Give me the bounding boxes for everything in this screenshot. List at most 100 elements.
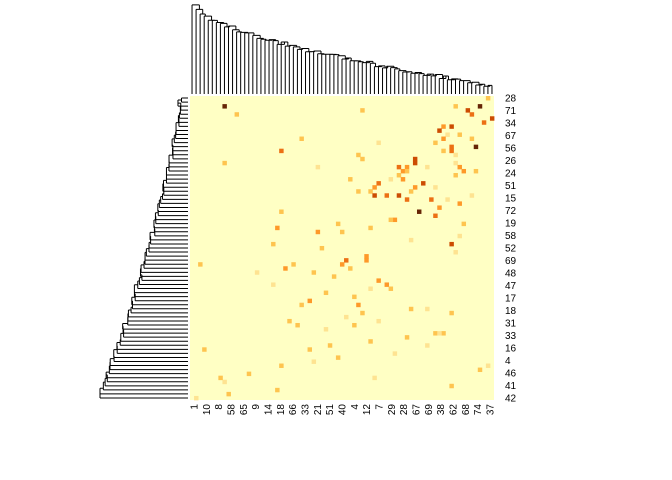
heatmap-cell (408, 189, 414, 194)
heatmap-cell (421, 181, 426, 186)
heatmap-cell (307, 347, 312, 352)
heatmap-cell (234, 112, 240, 117)
heatmap-cell (222, 379, 227, 385)
row-label: 19 (505, 219, 517, 230)
heatmap-cell (194, 395, 199, 401)
heatmap-cell (315, 229, 321, 235)
heatmap-cell (299, 302, 304, 308)
column-label: 9 (251, 404, 262, 410)
heatmap-cell (352, 294, 357, 300)
heatmap-cell (202, 347, 207, 352)
heatmap-cell (279, 363, 284, 368)
heatmap-cell (364, 258, 369, 263)
column-label: 37 (486, 404, 497, 416)
heatmap-cell (360, 108, 365, 113)
heatmap-cell (246, 371, 252, 377)
heatmap-cell (356, 302, 361, 308)
heatmap-cell (356, 152, 361, 158)
heatmap-cell (469, 136, 475, 141)
heatmap-cell (473, 168, 479, 174)
row-label: 72 (505, 206, 517, 217)
column-label: 29 (387, 404, 398, 416)
column-label: 66 (288, 404, 299, 416)
heatmap-cell (429, 197, 434, 202)
heatmap-cell (453, 160, 458, 166)
heatmap-cell (457, 201, 462, 206)
heatmap-cell (271, 282, 276, 287)
heatmap-cell (279, 148, 284, 154)
heatmap-cell (449, 310, 454, 316)
heatmap-cell (368, 225, 373, 231)
column-label: 18 (276, 404, 287, 416)
heatmap-cell (356, 189, 361, 194)
heatmap-cell (461, 221, 467, 227)
heatmap-cell (323, 290, 329, 296)
heatmap-cell (396, 193, 402, 198)
heatmap-cell (457, 164, 462, 170)
heatmap-cell (453, 250, 458, 255)
heatmap-cell (226, 391, 231, 397)
row-label: 69 (505, 256, 517, 267)
heatmap-cell (396, 173, 402, 178)
column-label: 28 (399, 404, 410, 416)
heatmap-cell (291, 262, 296, 267)
column-dendrogram-branches (191, 4, 493, 94)
row-label: 71 (505, 106, 517, 117)
heatmap-cell (198, 262, 203, 267)
heatmap-cell (449, 241, 454, 247)
row-label: 26 (505, 156, 517, 167)
heatmap-cell (425, 343, 430, 348)
heatmap-cell (469, 112, 475, 117)
column-label: 68 (461, 404, 472, 416)
heatmap-cell (404, 168, 410, 174)
heatmap-cell (388, 177, 394, 182)
heatmap-cell (275, 387, 280, 393)
heatmap-cell (388, 286, 394, 291)
heatmap-cell (449, 124, 454, 129)
heatmap-background (190, 96, 494, 400)
column-label: 69 (424, 404, 435, 416)
heatmap-cell (473, 144, 479, 150)
row-label: 24 (505, 169, 517, 180)
row-label: 18 (505, 306, 517, 317)
heatmap-cell (392, 351, 398, 356)
heatmap-cell (384, 282, 390, 287)
heatmap-cell (275, 225, 280, 231)
heatmap-cell (299, 136, 304, 141)
row-label: 52 (505, 244, 517, 255)
heatmap-cell (392, 217, 398, 223)
heatmap-cell (477, 104, 483, 109)
heatmap-cell (449, 148, 454, 154)
heatmap-cell (283, 266, 288, 271)
row-label: 48 (505, 269, 517, 280)
column-label: 1 (190, 404, 201, 410)
heatmap-cell (352, 322, 357, 328)
heatmap-cell (433, 185, 438, 190)
heatmap-cell (376, 140, 381, 146)
heatmap-cell (348, 177, 353, 182)
heatmap-cell (477, 367, 483, 373)
heatmap-cell (400, 168, 406, 174)
column-label: 4 (350, 404, 361, 410)
heatmap-cell (457, 132, 462, 137)
heatmap-cell (339, 229, 345, 235)
row-label: 34 (505, 119, 517, 130)
heatmap-cell (295, 322, 300, 328)
row-label: 51 (505, 181, 517, 192)
column-label: 62 (449, 404, 460, 416)
row-label: 15 (505, 194, 517, 205)
heatmap-cell (254, 270, 260, 275)
heatmap-cell (461, 168, 467, 174)
heatmap-cell (425, 306, 430, 312)
heatmap-cell (485, 363, 491, 368)
column-dendrogram (191, 4, 493, 94)
row-dendrogram (99, 97, 188, 399)
heatmap-cell (441, 331, 446, 336)
heatmap-cell (368, 286, 373, 291)
heatmap-cell (222, 160, 227, 166)
heatmap-cell (218, 375, 223, 381)
heatmap-cell (323, 327, 329, 332)
heatmap-cell (327, 343, 333, 348)
